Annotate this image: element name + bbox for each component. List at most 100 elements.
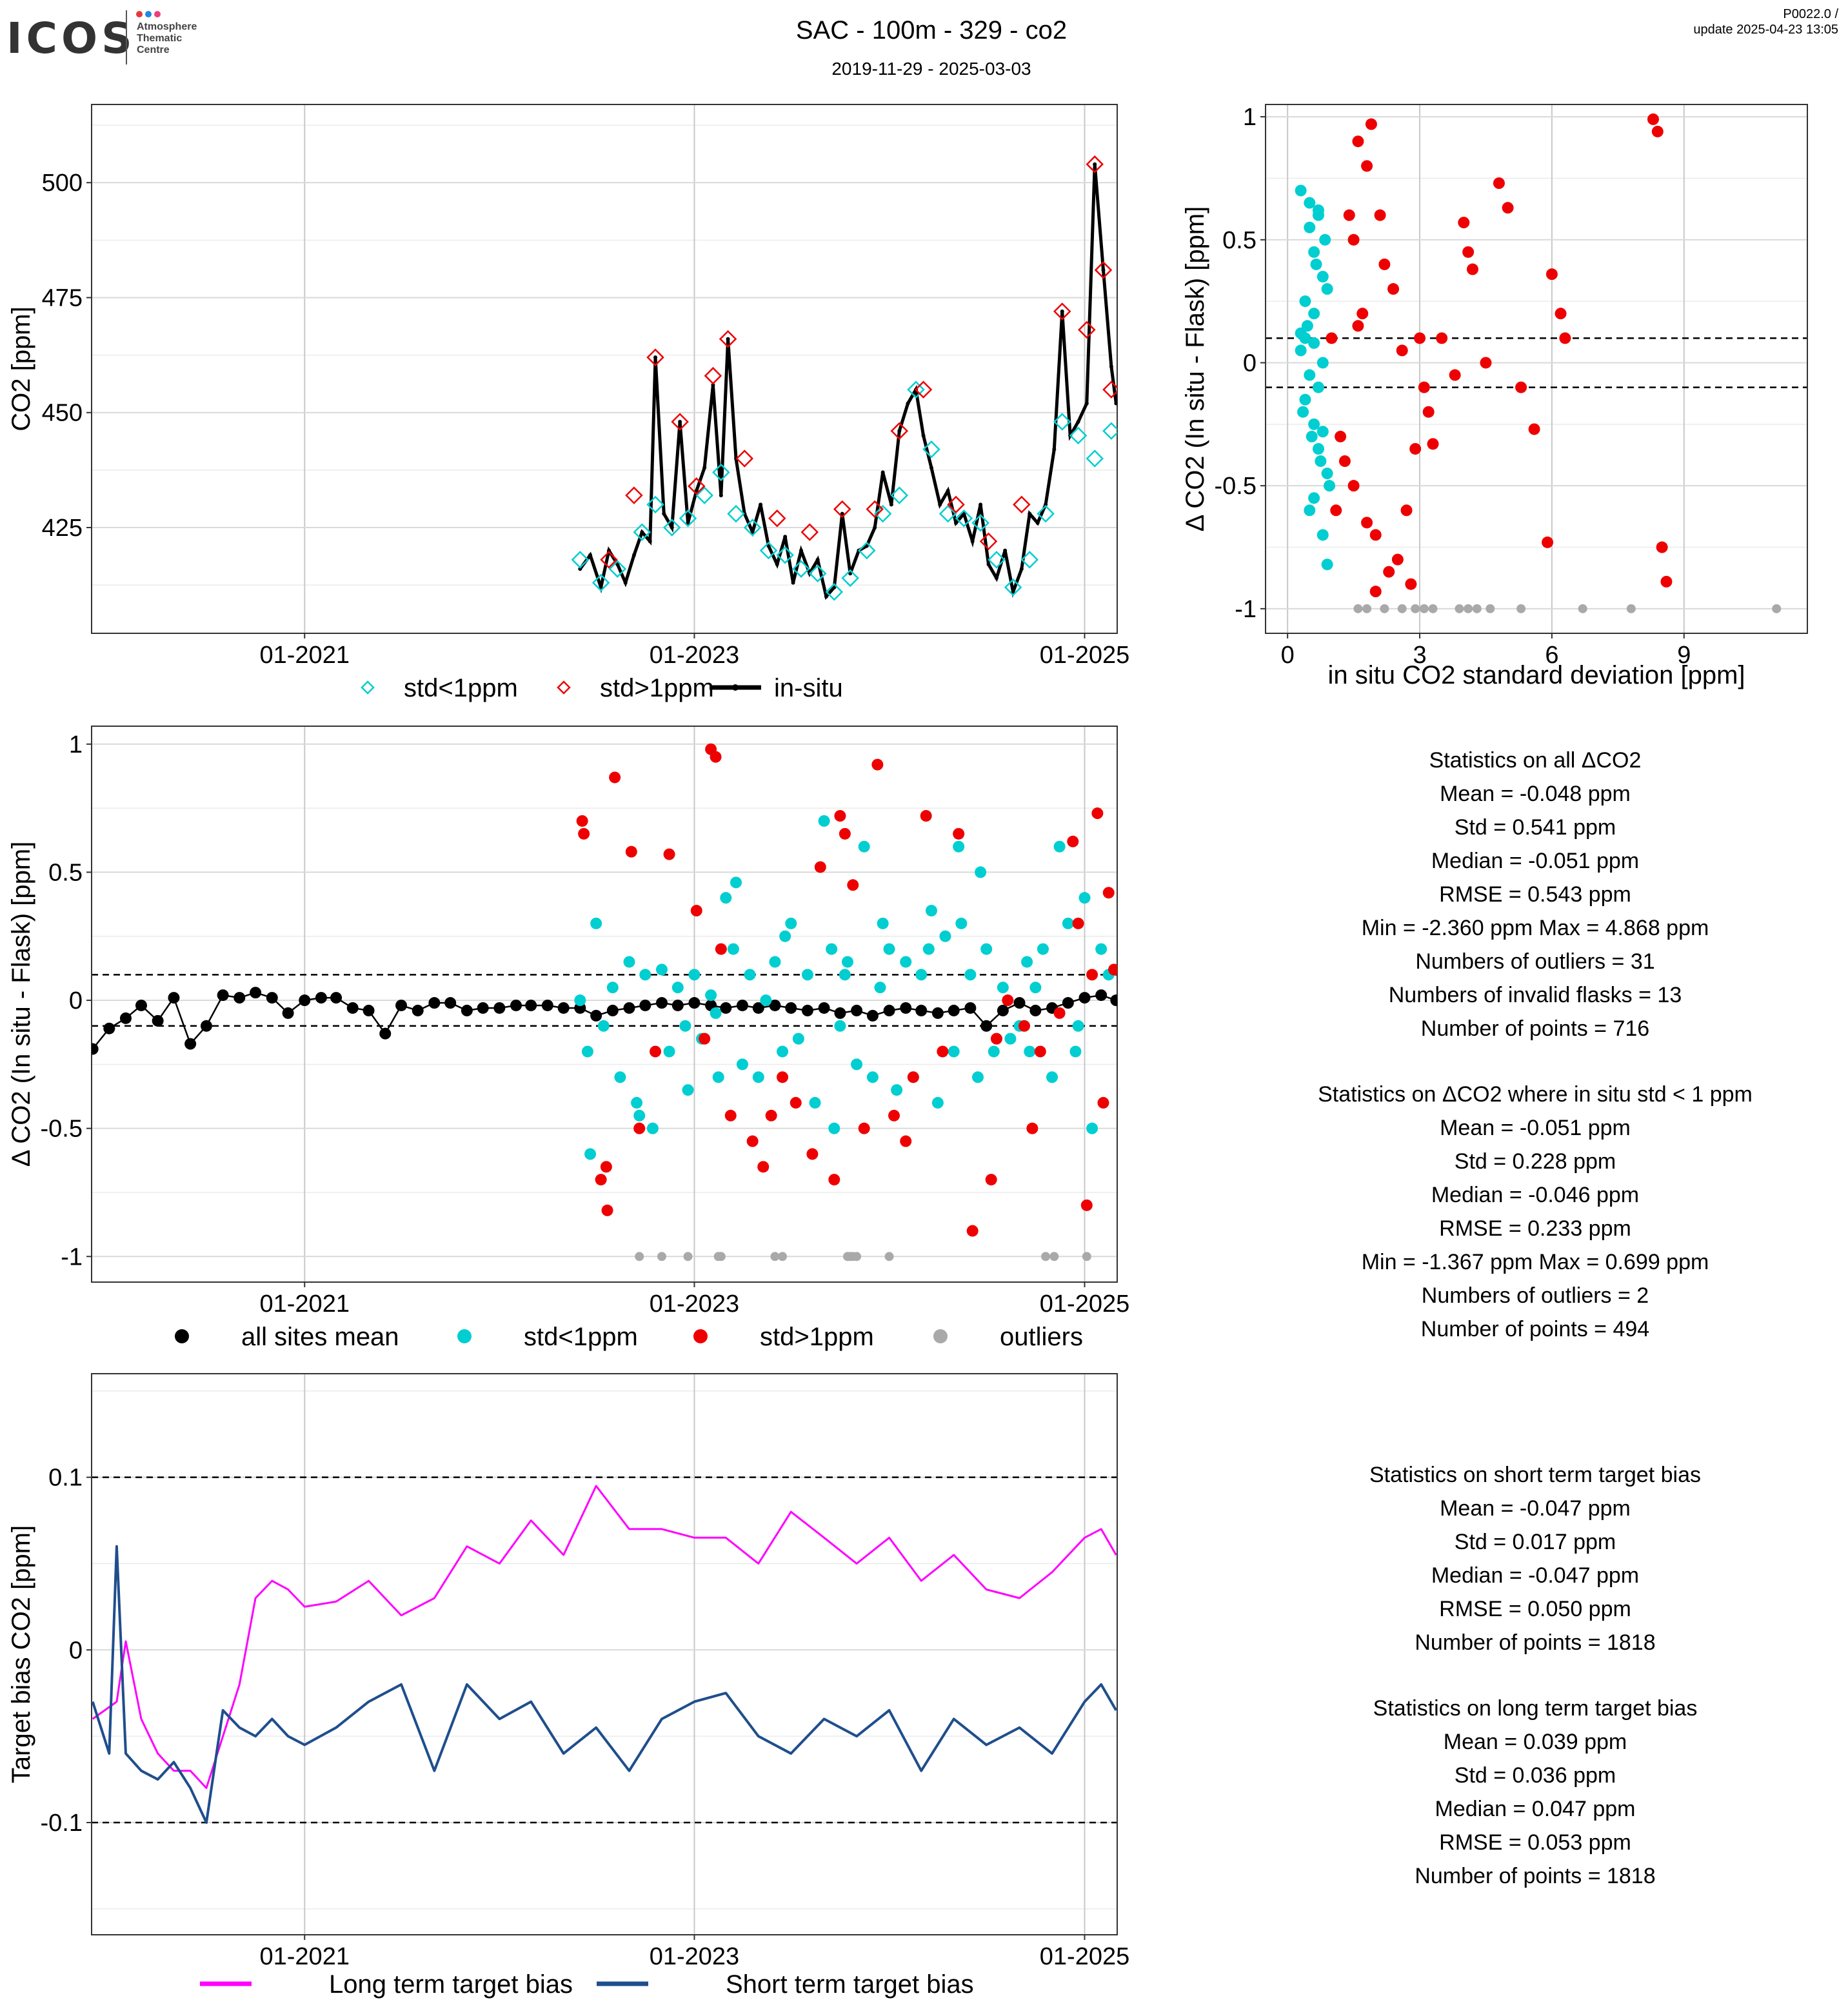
in-situ-point — [946, 488, 950, 493]
legend-key-point — [732, 684, 739, 691]
point-std-1ppm — [1383, 566, 1395, 578]
point-std-1ppm — [663, 1045, 675, 1058]
x-tick-label: 01-2021 — [260, 1943, 350, 1970]
in-situ-point — [970, 539, 975, 544]
in-situ-point — [880, 470, 885, 475]
diamond-std-lt-1 — [955, 509, 973, 528]
stats-short-panel: Statistics on short term target bias Mean… — [1369, 1463, 1701, 1655]
diamond-std-lt-1 — [890, 486, 909, 504]
stats-line: Median = 0.047 ppm — [1435, 1797, 1636, 1821]
stats-line: Number of points = 1818 — [1415, 1864, 1655, 1888]
point-std-1ppm — [1400, 504, 1413, 517]
point-std-1ppm — [877, 917, 889, 929]
point-std-1ppm — [1343, 209, 1355, 221]
point-all-sites-mean — [541, 999, 553, 1011]
y-tick-label: 0 — [1243, 350, 1257, 377]
logo-dot-pink — [154, 11, 161, 17]
point-std-1ppm — [1660, 575, 1673, 588]
point-std-1ppm — [790, 1096, 802, 1109]
point-std-1ppm — [818, 815, 830, 827]
in-situ-point — [864, 544, 869, 548]
chart-co2-timeseries: 425 450 475 500 01-2021 01-2023 01-2025 CO2 [pp… — [7, 104, 1129, 702]
diamond-std-lt-1 — [646, 495, 664, 514]
logo-dot-blue — [145, 11, 152, 17]
point-std-1ppm — [1330, 504, 1342, 517]
diamond-std-gt-1 — [600, 551, 618, 569]
point-all-sites-mean — [299, 994, 311, 1007]
diamond-std-lt-1 — [792, 560, 810, 578]
point-std-1ppm — [907, 1071, 919, 1083]
point-std-1ppm — [1361, 517, 1373, 529]
point-std-1ppm — [1321, 468, 1333, 480]
diamond-std-lt-1 — [971, 514, 989, 532]
point-outliers — [1419, 604, 1429, 613]
point-std-1ppm — [765, 1109, 777, 1122]
in-situ-point — [702, 466, 707, 470]
diamond-std-lt-1 — [1069, 426, 1088, 445]
point-std-1ppm — [690, 905, 702, 917]
point-all-sites-mean — [834, 1007, 846, 1019]
point-std-1ppm — [806, 1148, 819, 1160]
x-tick-label: 9 — [1677, 642, 1691, 669]
point-std-1ppm — [646, 1122, 659, 1134]
point-all-sites-mean — [92, 1043, 99, 1055]
legend-key-diamond — [361, 680, 375, 695]
point-std-1ppm — [1449, 369, 1461, 381]
y-tick-label: 500 — [42, 170, 83, 197]
point-all-sites-mean — [964, 1002, 977, 1014]
stats-line: Mean = -0.048 ppm — [1440, 782, 1631, 806]
legend-label: in-situ — [774, 674, 843, 702]
diamond-std-lt-1 — [633, 523, 651, 541]
point-std-1ppm — [814, 861, 826, 873]
point-std-1ppm — [1078, 892, 1091, 904]
diamond-std-lt-1 — [907, 381, 925, 399]
in-situ-point — [783, 535, 788, 539]
point-all-sites-mean — [1078, 992, 1091, 1004]
point-std-1ppm — [1352, 320, 1364, 332]
diamond-std-gt-1 — [866, 500, 884, 519]
diamond-std-lt-1 — [712, 463, 730, 482]
point-all-sites-mean — [948, 1004, 960, 1016]
point-std-1ppm — [1299, 393, 1311, 406]
point-std-1ppm — [1462, 246, 1475, 258]
point-all-sites-mean — [103, 1022, 115, 1034]
point-std-1ppm — [1308, 246, 1320, 258]
diamond-std-lt-1 — [571, 551, 590, 569]
in-situ-point — [670, 526, 674, 529]
point-std-1ppm — [1338, 455, 1351, 468]
point-std-1ppm — [851, 1058, 863, 1071]
point-std-1ppm — [1559, 332, 1571, 344]
point-std-1ppm — [826, 943, 838, 955]
point-std-1ppm — [623, 956, 635, 968]
in-situ-point — [1044, 502, 1048, 507]
in-situ-point — [840, 511, 844, 516]
chart-delta-vs-std: -1 -0.5 0 0.5 1 0 3 6 9 Δ CO2 (In situ - Flask) [… — [1181, 104, 1808, 689]
point-std-1ppm — [1312, 204, 1324, 216]
in-situ-point — [897, 429, 902, 433]
in-situ-point — [832, 585, 837, 589]
point-std-1ppm — [785, 917, 797, 929]
point-all-sites-mean — [282, 1007, 294, 1019]
point-std-1ppm — [1436, 332, 1448, 344]
in-situ-point — [1084, 401, 1089, 406]
diamond-std-lt-1 — [988, 551, 1006, 569]
in-situ-point — [653, 355, 658, 360]
in-situ-point — [1114, 401, 1117, 406]
point-std-1ppm — [1378, 258, 1391, 270]
diamond-std-lt-1 — [662, 519, 681, 537]
point-std-1ppm — [1656, 541, 1668, 553]
point-std-1ppm — [1067, 835, 1079, 847]
point-std-1ppm — [847, 879, 859, 891]
diamond-std-gt-1 — [833, 500, 851, 519]
point-std-1ppm — [710, 751, 722, 763]
in-situ-point — [1052, 447, 1057, 451]
point-std-1ppm — [1414, 332, 1426, 344]
point-std-1ppm — [1335, 430, 1347, 442]
chart-delta-timeseries: -1 -0.5 0 0.5 1 01-2021 01-2023 01-2025 Δ CO2 (I… — [7, 726, 1129, 1351]
point-std-1ppm — [688, 969, 700, 981]
stats-line: Min = -1.367 ppm Max = 0.699 ppm — [1362, 1250, 1709, 1274]
diamond-std-lt-1 — [825, 583, 844, 601]
y-tick-label: 0.5 — [48, 859, 83, 886]
diamond-std-gt-1 — [947, 495, 965, 514]
x-tick-label: 01-2025 — [1040, 1943, 1129, 1970]
